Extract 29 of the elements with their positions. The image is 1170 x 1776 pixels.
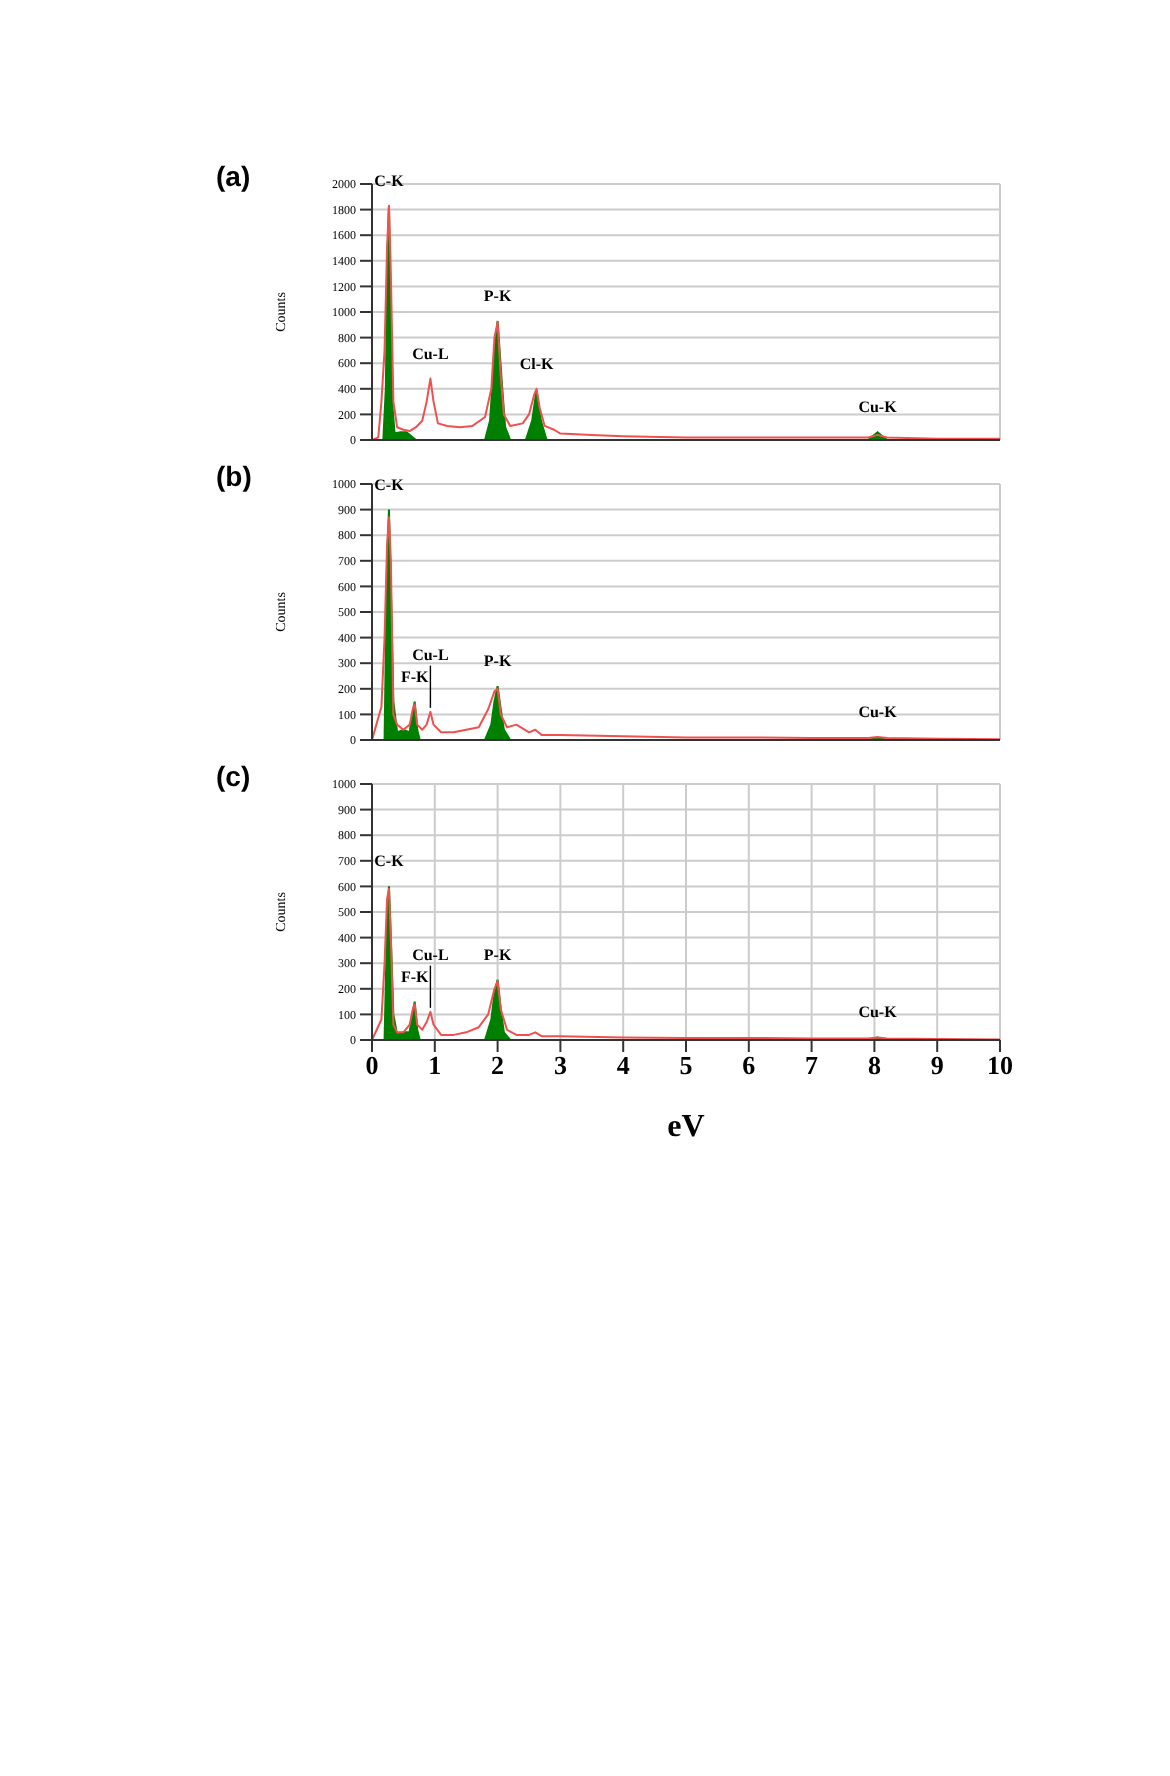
- x-tick-label: 8: [867, 1050, 882, 1081]
- x-tick-label: 5: [679, 1050, 694, 1081]
- annotation: Cu-K: [858, 398, 899, 417]
- annotation: Cu-L: [412, 945, 449, 964]
- x-tick-label: 10: [987, 1050, 1013, 1081]
- annotation: P-K: [483, 286, 513, 305]
- annotation: C-K: [374, 171, 406, 190]
- annotation: Cu-L: [412, 645, 449, 664]
- annotation: C-K: [374, 852, 406, 871]
- chart-title: (a): [216, 160, 251, 192]
- annotation: P-K: [483, 945, 513, 964]
- annotation: P-K: [483, 652, 513, 671]
- annotation: F-K: [400, 667, 431, 686]
- x-tick-label: 9: [930, 1050, 945, 1081]
- x-tick-label: 4: [616, 1050, 631, 1081]
- x-tick-label: 6: [742, 1050, 757, 1081]
- annotation: Cu-L: [412, 344, 449, 363]
- annotation: Cu-K: [858, 703, 899, 722]
- x-tick-label: 3: [553, 1050, 568, 1081]
- x-tick-label: 7: [805, 1050, 820, 1081]
- chart-title: (c): [216, 760, 251, 792]
- x-tick-label: 1: [428, 1050, 442, 1081]
- x-tick-label: 2: [491, 1050, 505, 1081]
- annotation: C-K: [374, 475, 406, 494]
- x-axis-title: eV: [667, 1110, 706, 1144]
- annotation: Cl-K: [519, 354, 555, 373]
- chart-title: (b): [216, 460, 252, 492]
- annotation: Cu-K: [858, 1003, 899, 1022]
- annotation: F-K: [400, 967, 431, 986]
